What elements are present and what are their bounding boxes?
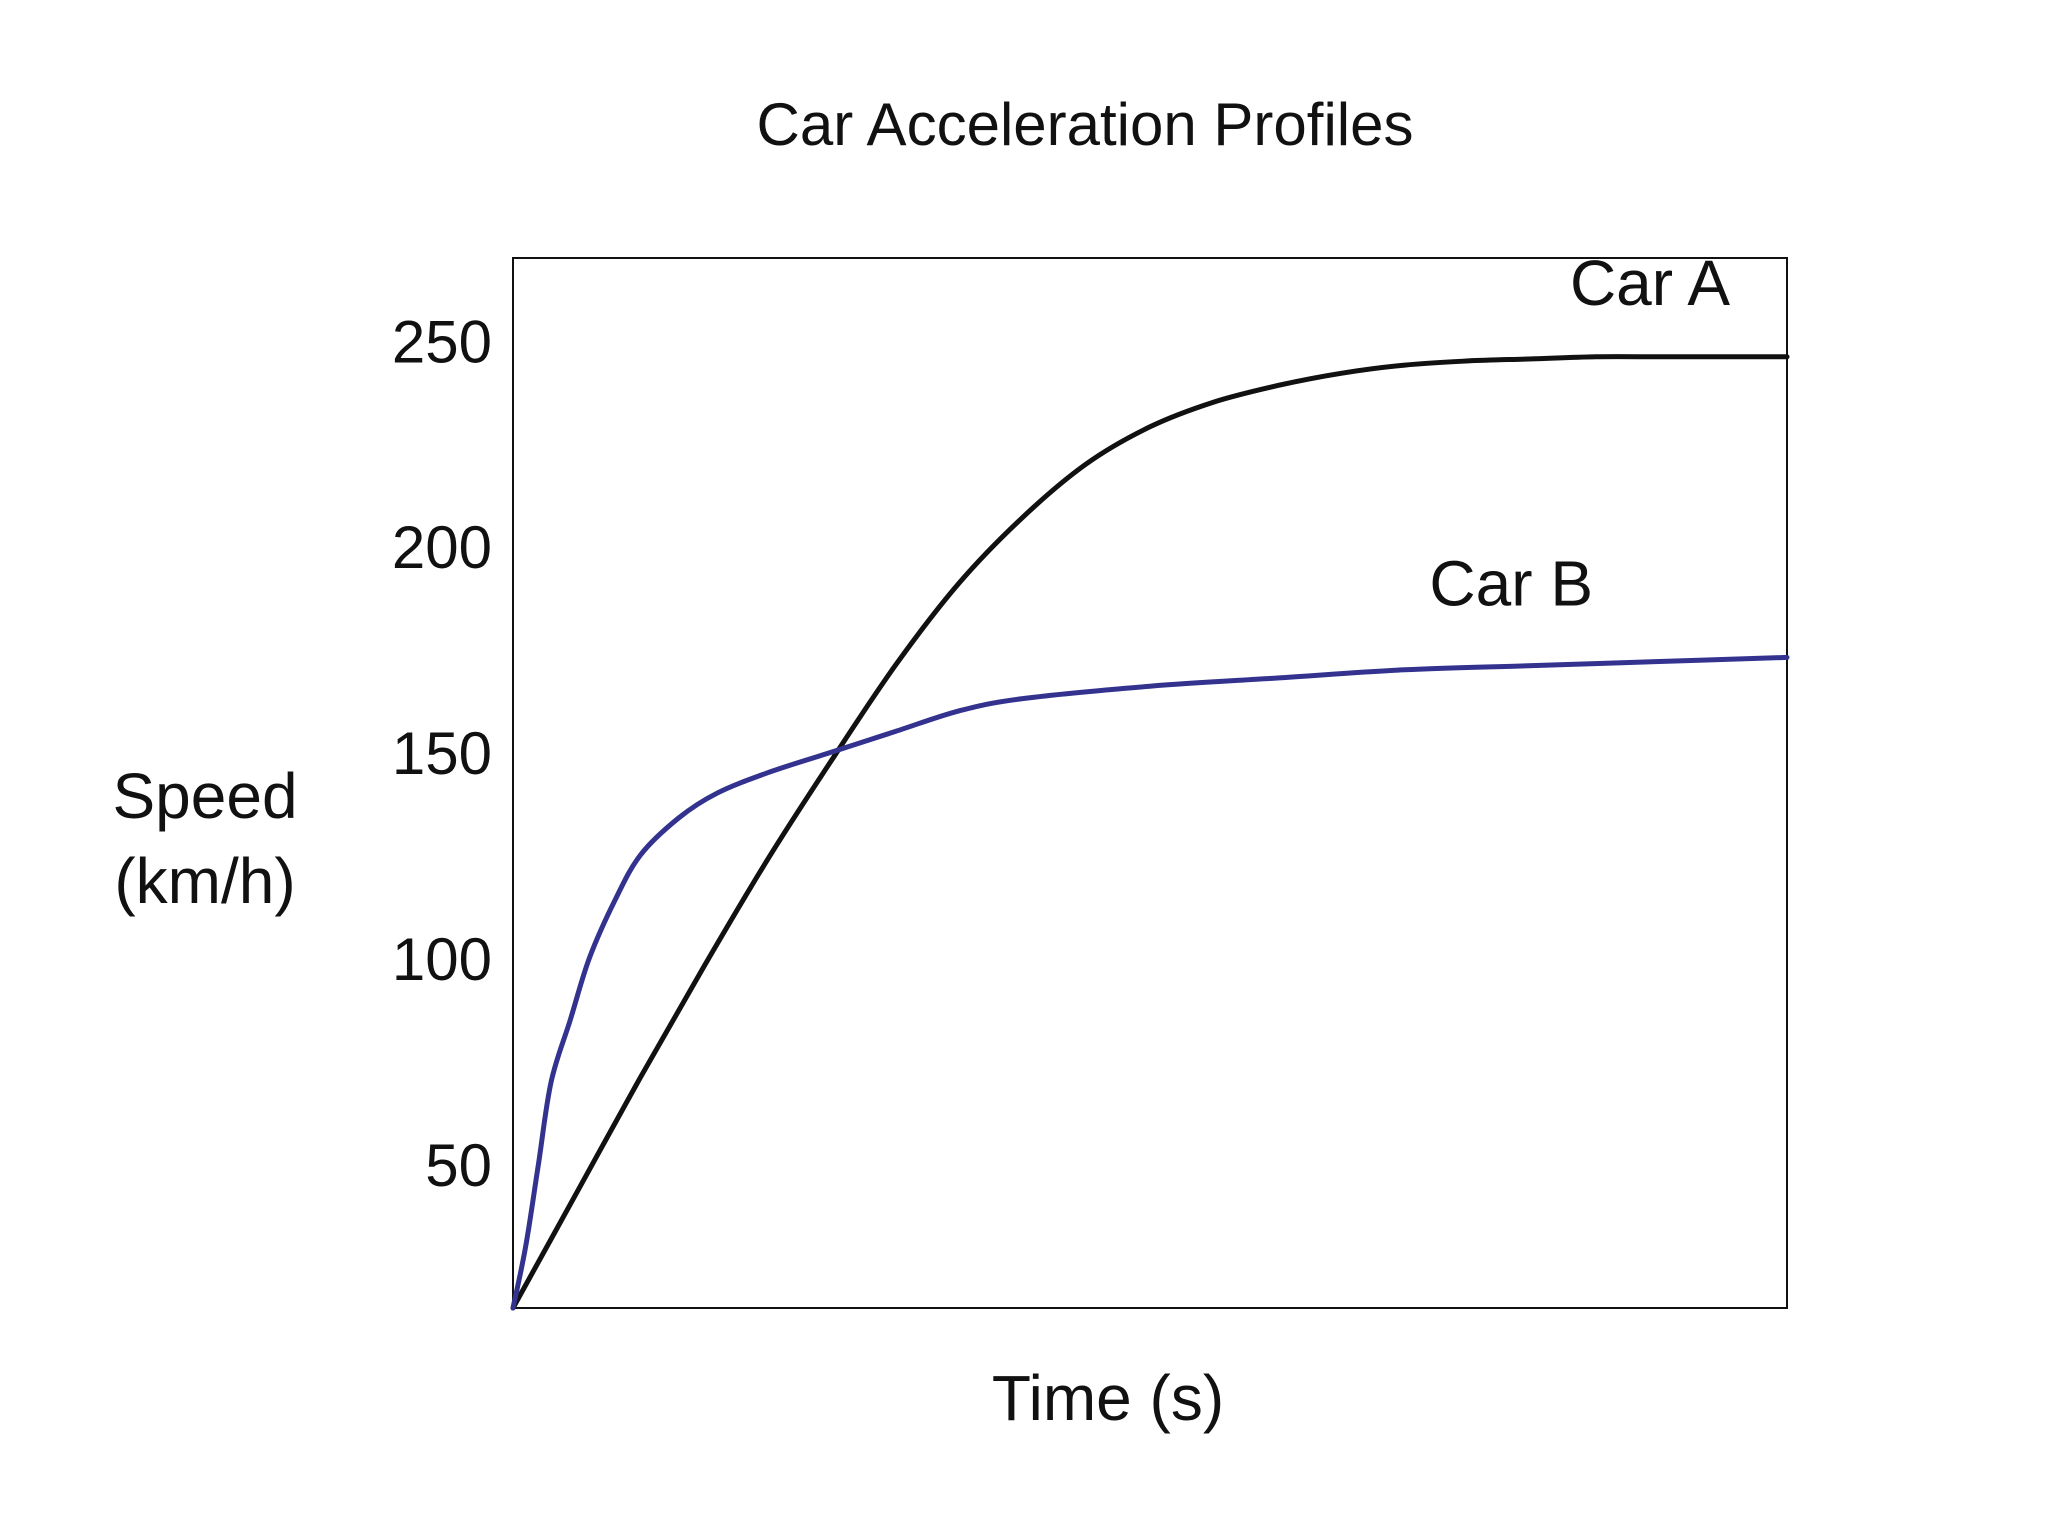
series-lines xyxy=(510,354,1790,1311)
y-tick-label-200: 200 xyxy=(392,514,492,581)
series-label-car-a: Car A xyxy=(1570,247,1730,319)
series-line-car-b xyxy=(510,654,1790,1311)
y-tick-label-150: 150 xyxy=(392,720,492,787)
chart-title: Car Acceleration Profiles xyxy=(757,91,1414,158)
plot-frame xyxy=(512,257,1788,1309)
y-tick-labels: 50 100 150 200 250 xyxy=(392,308,492,1199)
y-tick-label-250: 250 xyxy=(392,308,492,375)
y-axis-label-line-1: Speed xyxy=(112,760,297,832)
y-axis-label-line-2: (km/h) xyxy=(114,845,295,917)
series-label-car-b: Car B xyxy=(1429,547,1593,619)
y-tick-label-50: 50 xyxy=(425,1132,492,1199)
x-axis-label: Time (s) xyxy=(992,1362,1224,1434)
series-labels: Car A Car B xyxy=(1429,247,1730,620)
y-tick-label-100: 100 xyxy=(392,926,492,993)
series-line-car-a xyxy=(510,354,1790,1311)
